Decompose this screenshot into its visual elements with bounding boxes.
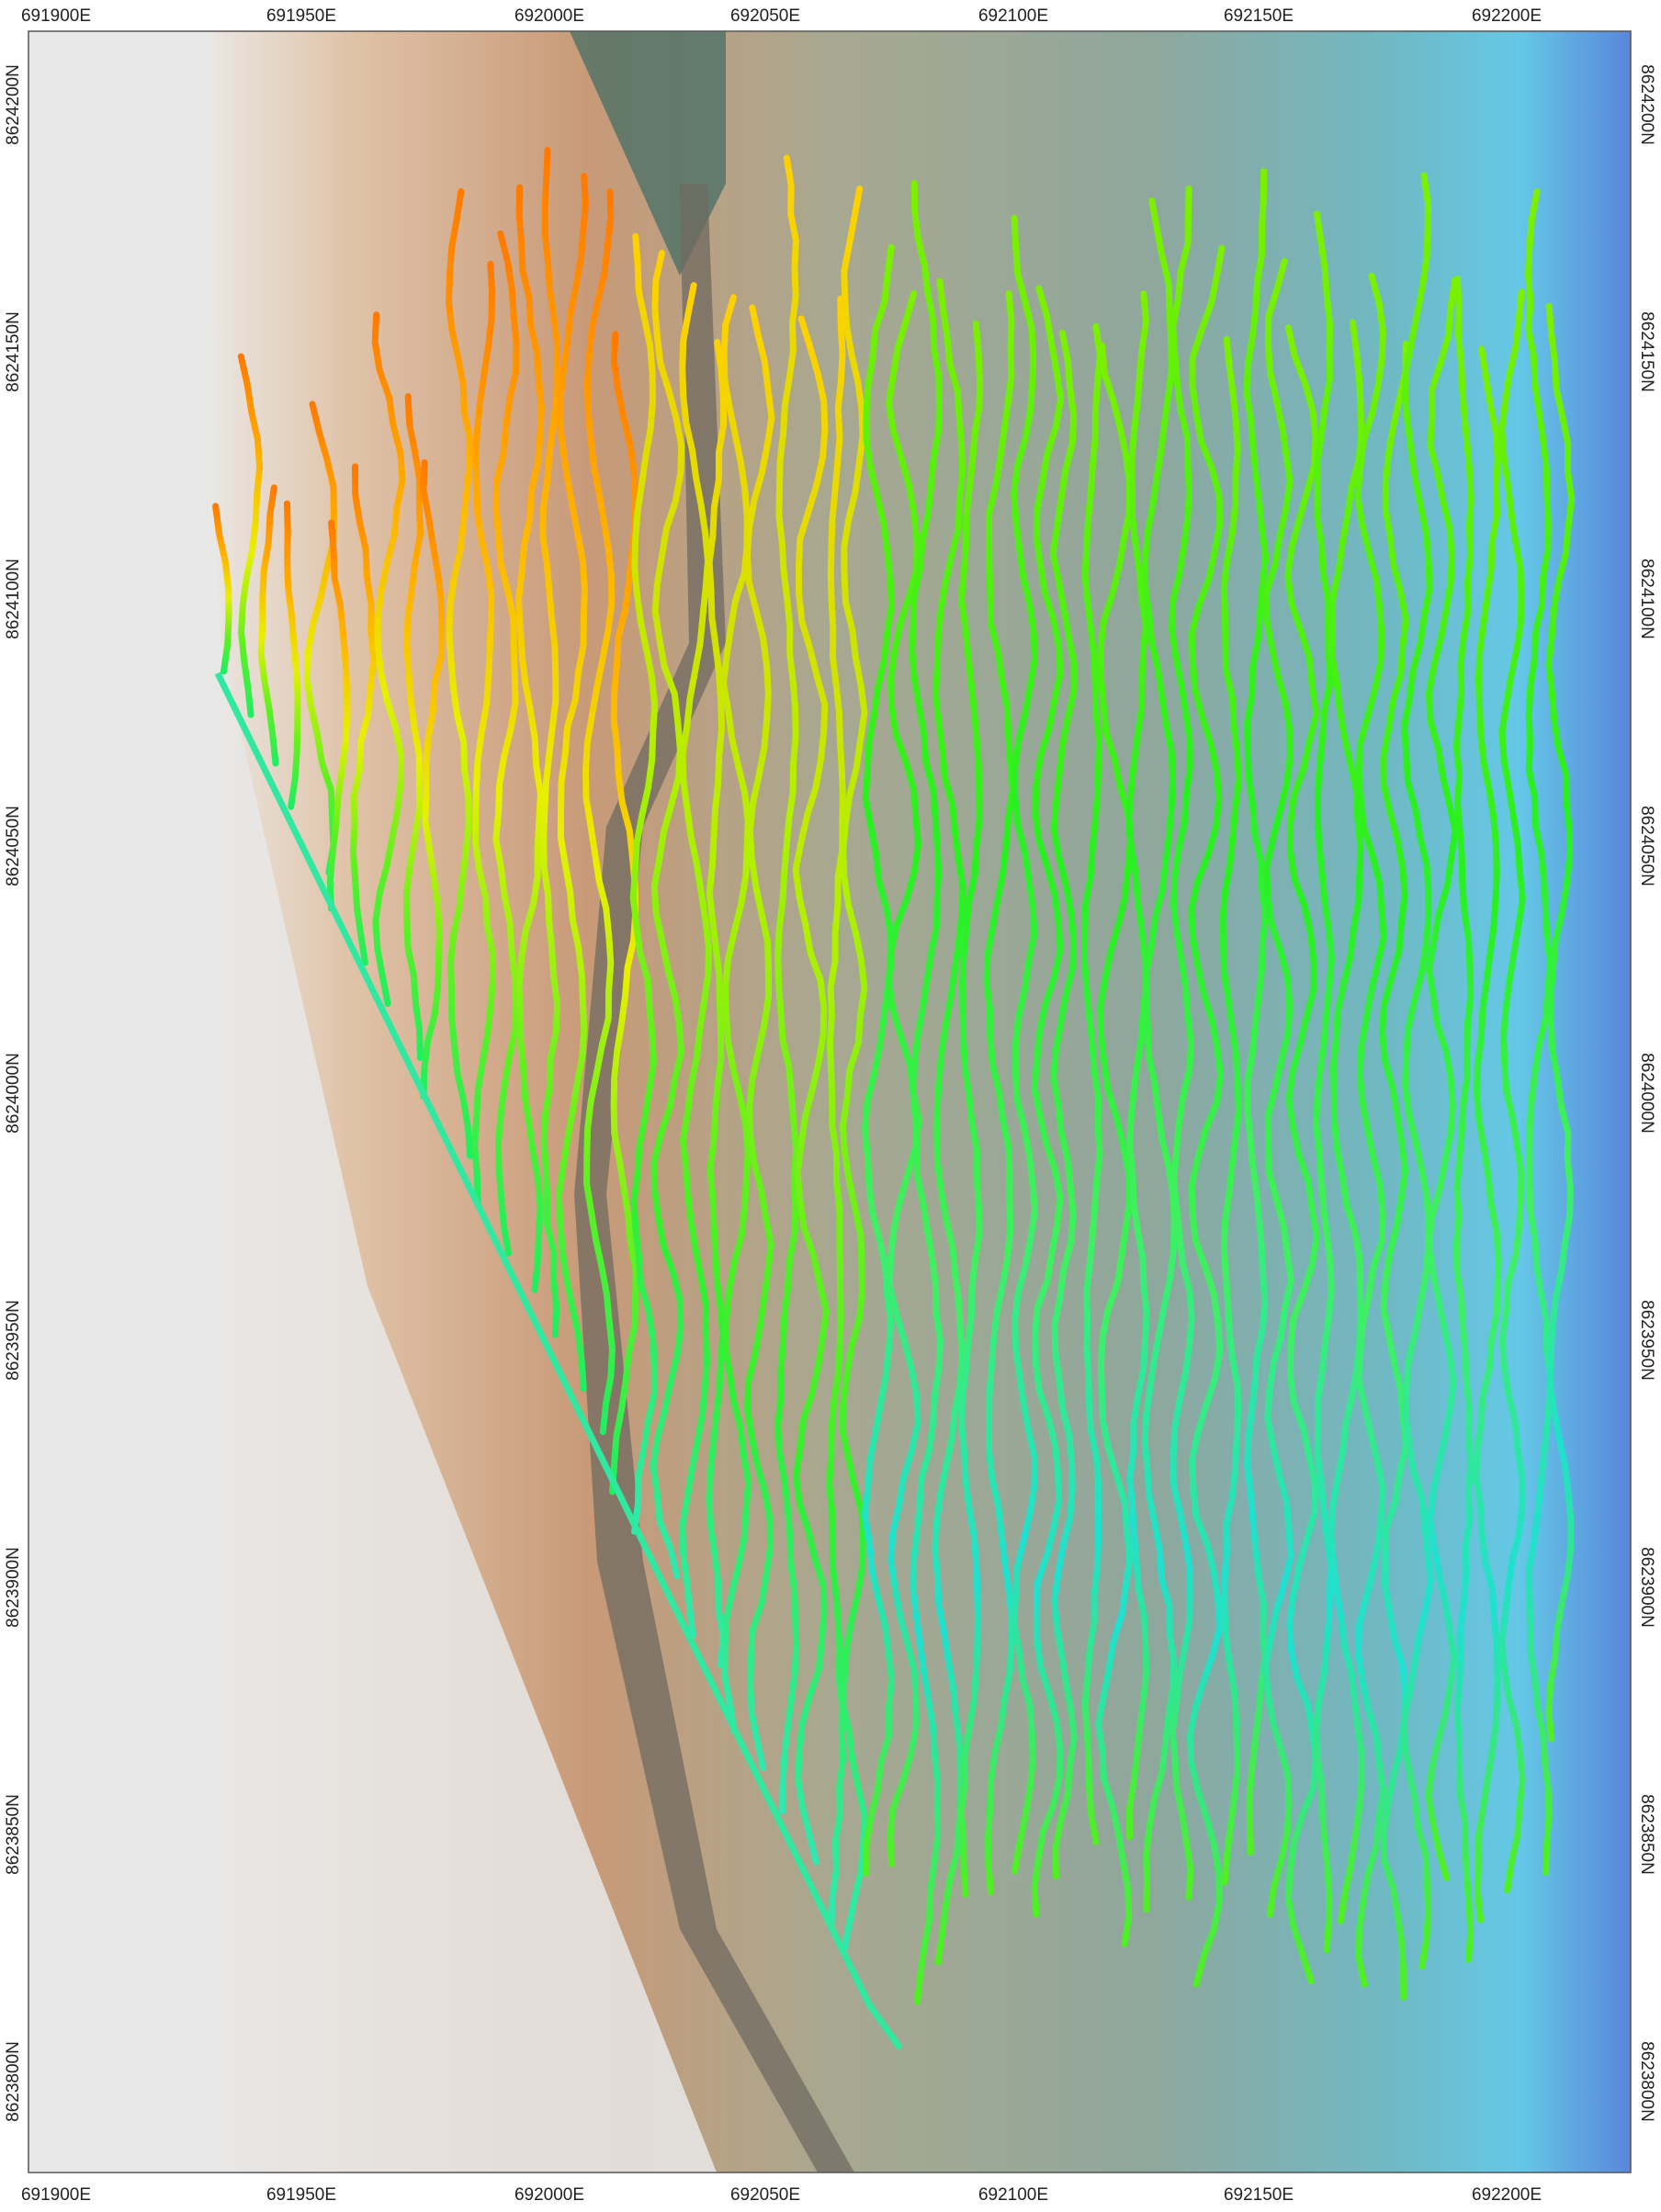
- survey-track: [1031, 285, 1065, 1918]
- y-coordinate-label: 8624100N: [4, 559, 23, 639]
- survey-track: [1401, 172, 1434, 1970]
- x-coordinate-label: 691950E: [266, 2185, 336, 2205]
- y-coordinate-label: 8623900N: [4, 1547, 23, 1628]
- y-coordinate-label: 8624000N: [1637, 1053, 1656, 1134]
- survey-track: [582, 188, 616, 1436]
- survey-track: [237, 353, 264, 718]
- x-coordinate-label: 692050E: [730, 2185, 800, 2205]
- survey-track: [1452, 276, 1475, 1963]
- survey-track: [1080, 323, 1103, 1845]
- survey-track: [1169, 185, 1195, 1901]
- survey-track: [957, 320, 983, 1898]
- y-coordinate-label: 8623950N: [1637, 1300, 1656, 1381]
- survey-track: [214, 672, 903, 2051]
- survey-track: [371, 311, 406, 1008]
- survey-track: [1545, 302, 1576, 1743]
- y-coordinate-label: 8623850N: [4, 1794, 23, 1875]
- survey-track: [515, 184, 545, 1293]
- survey-track: [1284, 324, 1320, 1985]
- survey-track: [826, 295, 847, 1928]
- x-coordinate-label: 692200E: [1472, 2185, 1542, 2205]
- survey-track: [257, 484, 279, 767]
- y-coordinate-label: 8623900N: [1637, 1547, 1656, 1628]
- survey-track: [1219, 335, 1242, 1886]
- y-coordinate-label: 8624050N: [4, 806, 23, 886]
- survey-track: [1328, 319, 1365, 1924]
- survey-track: [303, 401, 337, 876]
- channel: [574, 184, 854, 2172]
- x-coordinate-label: 692200E: [1472, 6, 1542, 26]
- survey-track: [1425, 276, 1459, 1882]
- survey-track: [349, 463, 378, 966]
- y-coordinate-label: 8624050N: [1637, 806, 1656, 886]
- survey-track: [629, 232, 659, 1535]
- survey-track: [492, 230, 520, 1257]
- y-coordinate-label: 8624100N: [1637, 559, 1656, 639]
- x-coordinate-label: 692150E: [1224, 2185, 1294, 2205]
- survey-track: [679, 282, 712, 1640]
- survey-track: [1243, 168, 1270, 1856]
- survey-track: [839, 186, 868, 1957]
- basemap: [28, 31, 1631, 2172]
- survey-track: [212, 502, 232, 675]
- survey-tracks: [212, 146, 1576, 2051]
- survey-track: [861, 243, 896, 1877]
- y-coordinate-label: 8624200N: [4, 64, 23, 145]
- survey-track: [403, 393, 424, 1061]
- survey-track: [650, 250, 685, 1580]
- x-coordinate-label: 691900E: [21, 2185, 91, 2205]
- survey-track: [744, 304, 775, 1772]
- survey-track: [555, 173, 589, 1392]
- x-coordinate-label: 692100E: [978, 2185, 1048, 2205]
- survey-track: [932, 277, 966, 1966]
- survey-track: [1473, 345, 1502, 1924]
- x-coordinate-label: 691950E: [266, 6, 336, 26]
- y-coordinate-label: 8624150N: [1637, 311, 1656, 392]
- x-coordinate-label: 692000E: [514, 6, 584, 26]
- survey-track: [792, 315, 830, 1866]
- survey-track: [706, 339, 728, 1669]
- y-coordinate-label: 8623950N: [4, 1300, 23, 1381]
- y-coordinate-label: 8623800N: [4, 2041, 23, 2122]
- survey-track: [1141, 198, 1178, 1913]
- survey-track: [909, 179, 943, 2005]
- survey-track: [1354, 272, 1387, 1988]
- shore-area: [28, 31, 717, 2172]
- survey-track: [471, 260, 496, 1204]
- survey-track: [1498, 288, 1526, 1894]
- survey-track: [539, 146, 560, 1338]
- x-coordinate-label: 692100E: [978, 6, 1048, 26]
- survey-track: [1312, 210, 1335, 1954]
- survey-track: [1186, 244, 1226, 1988]
- x-coordinate-label: 692150E: [1224, 6, 1294, 26]
- survey-track: [1049, 330, 1078, 1879]
- y-coordinate-label: 8624200N: [1637, 64, 1656, 145]
- survey-track: [1525, 187, 1554, 1876]
- y-coordinate-label: 8623800N: [1637, 2041, 1656, 2122]
- survey-track: [1261, 257, 1294, 1918]
- y-coordinate-label: 8624150N: [4, 311, 23, 392]
- y-coordinate-label: 8623850N: [1637, 1794, 1656, 1875]
- x-coordinate-label: 691900E: [21, 6, 91, 26]
- survey-track: [446, 187, 474, 1159]
- survey-track: [420, 459, 446, 1100]
- survey-track: [774, 154, 800, 1815]
- survey-track: [326, 519, 351, 912]
- survey-track: [284, 500, 301, 810]
- survey-track: [1125, 290, 1150, 1841]
- survey-track: [1011, 214, 1038, 1875]
- y-coordinate-label: 8624000N: [4, 1053, 23, 1134]
- x-coordinate-label: 692050E: [730, 6, 800, 26]
- x-coordinate-label: 692000E: [514, 2185, 584, 2205]
- survey-track: [1095, 342, 1134, 1947]
- map-frame: [28, 30, 1632, 2173]
